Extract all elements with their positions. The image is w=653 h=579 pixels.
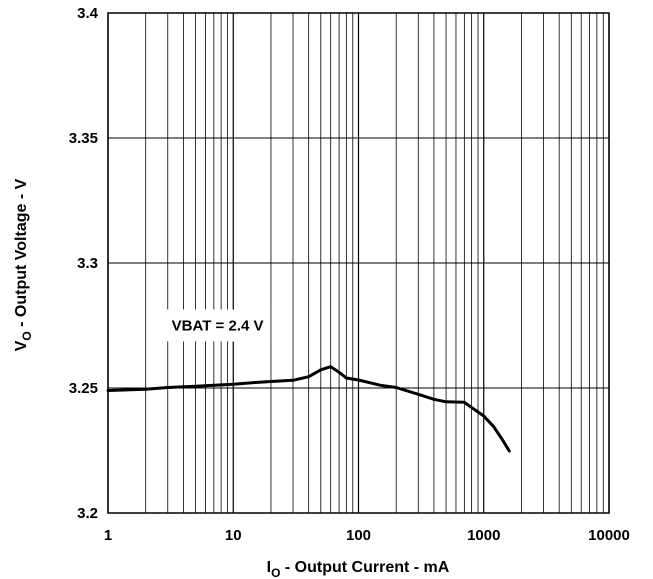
y-tick-label: 3.35 <box>69 130 98 147</box>
y-axis-label-main: V <box>13 340 30 351</box>
x-axis-label-main: I <box>267 559 271 576</box>
vbat-annotation: VBAT = 2.4 V <box>172 318 264 335</box>
x-tick-label: 100 <box>346 527 371 544</box>
x-axis-label-subscript: O <box>271 566 280 579</box>
y-tick-label: 3.25 <box>69 380 98 397</box>
plot-frame <box>107 12 610 514</box>
series-layer <box>106 365 511 453</box>
y-tick-labels: 3.2 3.25 3.3 3.35 3.4 <box>69 5 99 522</box>
x-tick-label: 1 <box>104 527 112 544</box>
series-line <box>106 365 511 453</box>
x-tick-label: 10000 <box>588 527 630 544</box>
y-tick-label: 3.2 <box>77 505 98 522</box>
annotation-background <box>164 309 271 342</box>
x-axis-label-rest: - Output Current - mA <box>280 559 449 576</box>
x-tick-label: 10 <box>225 527 242 544</box>
y-axis-label: VO - Output Voltage - V <box>13 178 34 351</box>
x-tick-labels: 1 10 100 1000 10000 <box>104 527 630 544</box>
y-tick-label: 3.4 <box>77 5 99 22</box>
y-axis-label-rest: - Output Voltage - V <box>13 178 30 331</box>
x-tick-label: 1000 <box>467 527 500 544</box>
annotation-layer: VBAT = 2.4 V <box>164 309 271 342</box>
x-axis-label: IO - Output Current - mA <box>267 559 450 579</box>
y-axis-label-subscript: O <box>20 331 34 340</box>
y-tick-label: 3.3 <box>77 255 98 272</box>
